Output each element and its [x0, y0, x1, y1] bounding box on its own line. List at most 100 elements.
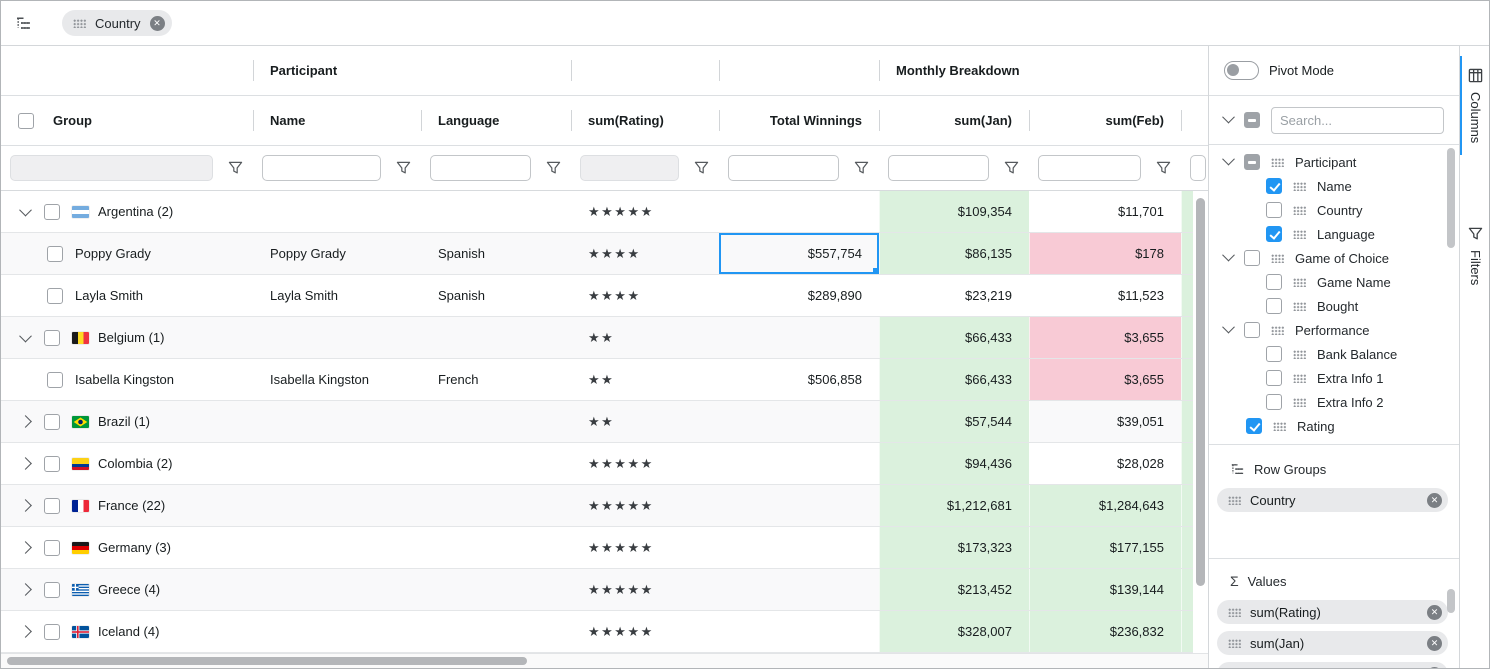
expand-all-chevron-icon[interactable] [1222, 110, 1235, 124]
language-cell[interactable] [421, 401, 571, 442]
language-cell[interactable] [421, 317, 571, 358]
column-checkbox-extra-info-2[interactable] [1266, 394, 1282, 410]
total-winnings-cell[interactable]: $289,890 [807, 288, 862, 303]
language-cell[interactable]: Spanish [438, 246, 485, 261]
sum-mar-cell-partial[interactable] [1181, 443, 1193, 484]
name-cell[interactable] [253, 401, 421, 442]
sum-feb-cell[interactable]: $11,701 [1029, 191, 1181, 232]
expand-group-chevron-icon[interactable] [19, 625, 32, 638]
value-chip-sum-jan-[interactable]: sum(Jan) ✕ [1217, 631, 1448, 655]
sum-mar-cell-partial[interactable] [1181, 569, 1193, 610]
table-row[interactable]: Brazil (1) ★★ $57,544 $39,051 [1, 401, 1193, 443]
pivot-mode-toggle[interactable] [1224, 61, 1259, 80]
table-row[interactable]: Germany (3) ★★★★★ $173,323 $177,155 [1, 527, 1193, 569]
group-cell[interactable]: Greece (4) [1, 569, 253, 610]
language-cell[interactable]: French [438, 372, 479, 387]
group-cell[interactable]: Iceland (4) [1, 611, 253, 652]
sum-mar-cell-partial[interactable] [1181, 485, 1193, 526]
column-checkbox-language[interactable] [1266, 226, 1282, 242]
sum-jan-cell[interactable]: $94,436 [879, 443, 1029, 484]
sum-feb-cell[interactable]: $28,028 [1029, 443, 1181, 484]
rating-cell[interactable]: ★★ [571, 317, 719, 358]
column-header-rating[interactable]: sum(Rating) [571, 96, 719, 145]
rating-cell[interactable]: ★★ [571, 359, 719, 400]
table-row[interactable]: Layla Smith Layla Smith Spanish ★★★★ $289,89… [1, 275, 1193, 317]
column-checkbox-name[interactable] [1266, 178, 1282, 194]
total-winnings-cell[interactable] [719, 527, 879, 568]
filter-input-jan[interactable] [888, 155, 989, 181]
value-chip-sum-rating-[interactable]: sum(Rating) ✕ [1217, 600, 1448, 624]
sum-feb-cell[interactable]: $39,051 [1029, 401, 1181, 442]
sum-mar-cell-partial[interactable] [1181, 359, 1193, 400]
collapse-group-chevron-icon[interactable] [19, 203, 32, 217]
sum-jan-cell[interactable]: $66,433 [879, 317, 1029, 358]
table-row[interactable]: Colombia (2) ★★★★★ $94,436 $28,028 [1, 443, 1193, 485]
column-checkbox-bought[interactable] [1266, 298, 1282, 314]
total-winnings-cell[interactable] [719, 191, 879, 232]
expand-group-chevron-icon[interactable] [19, 583, 32, 596]
column-checkbox-game-of-choice[interactable] [1244, 250, 1260, 266]
sum-feb-cell[interactable]: $3,655 [1029, 359, 1181, 400]
group-chip-country[interactable]: Country ✕ [62, 10, 172, 36]
row-select-checkbox[interactable] [44, 455, 60, 472]
row-select-checkbox[interactable] [44, 329, 60, 346]
row-select-checkbox[interactable] [44, 623, 60, 640]
row-select-checkbox[interactable] [47, 371, 63, 388]
remove-group-icon[interactable]: ✕ [149, 15, 165, 31]
rating-cell[interactable]: ★★★★★ [571, 443, 719, 484]
column-checkbox-country[interactable] [1266, 202, 1282, 218]
language-cell[interactable] [421, 191, 571, 232]
group-cell[interactable]: Brazil (1) [1, 401, 253, 442]
group-cell[interactable]: Germany (3) [1, 527, 253, 568]
total-winnings-cell[interactable] [719, 485, 879, 526]
column-checkbox-extra-info-1[interactable] [1266, 370, 1282, 386]
sum-mar-cell-partial[interactable] [1181, 401, 1193, 442]
sum-jan-cell[interactable]: $328,007 [879, 611, 1029, 652]
name-cell[interactable]: Layla Smith [270, 288, 338, 303]
collapse-chevron-icon[interactable] [1222, 152, 1235, 166]
sum-mar-cell-partial[interactable] [1181, 233, 1193, 274]
table-row[interactable]: Argentina (2) ★★★★★ $109,354 $11,701 [1, 191, 1193, 233]
remove-value-icon[interactable]: ✕ [1427, 635, 1442, 651]
column-tree-item-participant[interactable]: Participant [1209, 150, 1459, 174]
row-select-checkbox[interactable] [44, 413, 60, 430]
column-checkbox-game-name[interactable] [1266, 274, 1282, 290]
group-cell[interactable]: Argentina (2) [1, 191, 253, 232]
column-header-group[interactable]: Group [1, 96, 253, 145]
total-winnings-cell[interactable] [719, 401, 879, 442]
table-row[interactable]: Isabella Kingston Isabella Kingston French… [1, 359, 1193, 401]
group-cell[interactable]: Belgium (1) [1, 317, 253, 358]
filter-input-feb[interactable] [1038, 155, 1141, 181]
name-cell[interactable] [253, 443, 421, 484]
sum-mar-cell-partial[interactable] [1181, 527, 1193, 568]
name-cell[interactable] [253, 191, 421, 232]
expand-group-chevron-icon[interactable] [19, 541, 32, 554]
table-row[interactable]: Greece (4) ★★★★★ $213,452 $139,144 [1, 569, 1193, 611]
column-header-total_winnings[interactable]: Total Winnings [719, 96, 879, 145]
expand-group-chevron-icon[interactable] [19, 457, 32, 470]
column-tree-item-country[interactable]: Country [1209, 198, 1459, 222]
column-tree-item-bought[interactable]: Bought [1209, 294, 1459, 318]
row-select-checkbox[interactable] [44, 497, 60, 514]
filter-menu-button-language[interactable] [544, 159, 562, 177]
column-header-feb[interactable]: sum(Feb) [1029, 96, 1181, 145]
column-tree-item-performance[interactable]: Performance [1209, 318, 1459, 342]
language-cell[interactable]: Spanish [438, 288, 485, 303]
sum-feb-cell[interactable]: $236,832 [1029, 611, 1181, 652]
column-header-mar[interactable] [1181, 96, 1208, 145]
language-cell[interactable] [421, 485, 571, 526]
row-select-checkbox[interactable] [47, 287, 63, 304]
column-checkbox-performance[interactable] [1244, 322, 1260, 338]
group-cell[interactable]: France (22) [1, 485, 253, 526]
column-tree-item-extra-info-1[interactable]: Extra Info 1 [1209, 366, 1459, 390]
group-cell[interactable]: Isabella Kingston [1, 359, 253, 400]
filter-input-language[interactable] [430, 155, 531, 181]
row-select-checkbox[interactable] [44, 539, 60, 556]
sum-feb-cell[interactable]: $177,155 [1029, 527, 1181, 568]
name-cell[interactable] [253, 317, 421, 358]
expand-group-chevron-icon[interactable] [19, 415, 32, 428]
name-cell[interactable] [253, 485, 421, 526]
tab-filters[interactable]: Filters [1460, 215, 1489, 297]
rating-cell[interactable]: ★★★★★ [571, 485, 719, 526]
group-cell[interactable]: Colombia (2) [1, 443, 253, 484]
